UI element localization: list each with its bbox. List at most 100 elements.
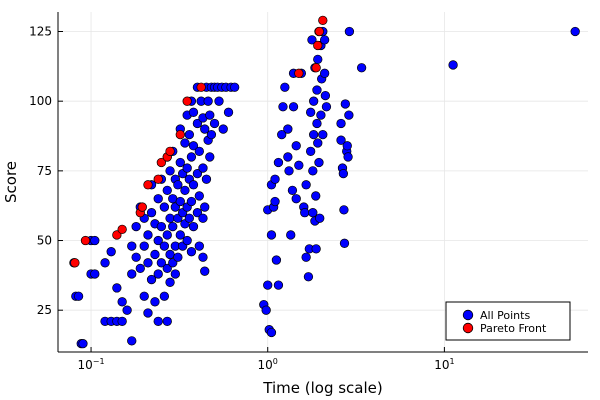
point-all-points — [165, 213, 175, 223]
point-all-points — [336, 118, 346, 129]
point-all-points — [127, 269, 137, 279]
point-all-points — [308, 166, 318, 176]
point-all-points — [162, 263, 172, 274]
point-all-points — [143, 308, 153, 318]
point-all-points — [127, 241, 137, 251]
point-all-points — [308, 208, 318, 218]
point-pareto-front — [70, 258, 80, 268]
point-all-points — [283, 124, 293, 134]
point-all-points — [306, 146, 316, 156]
point-all-points — [283, 152, 293, 162]
point-all-points — [153, 269, 163, 279]
y-tick-label: 25 — [37, 303, 52, 317]
point-all-points — [168, 221, 178, 232]
point-all-points — [159, 241, 170, 251]
point-all-points — [311, 191, 321, 201]
point-all-points — [156, 221, 167, 232]
point-all-points — [153, 235, 163, 246]
data-points — [69, 15, 580, 349]
point-all-points — [159, 202, 170, 212]
point-all-points — [218, 124, 228, 134]
point-all-points — [214, 96, 224, 106]
point-all-points — [205, 110, 215, 120]
point-all-points — [570, 26, 580, 37]
point-all-points — [135, 263, 145, 274]
point-all-points — [90, 235, 100, 246]
point-all-points — [173, 180, 183, 190]
point-all-points — [170, 269, 180, 279]
point-all-points — [316, 110, 326, 120]
point-all-points — [100, 258, 110, 268]
point-all-points — [270, 174, 280, 184]
tick-labels: 10−1 100 101 25 50 75 100 125 — [29, 25, 454, 372]
point-all-points — [173, 252, 183, 262]
legend: All Points Pareto Front — [445, 301, 571, 341]
point-all-points — [184, 213, 194, 223]
point-all-points — [201, 174, 212, 184]
point-all-points — [261, 305, 271, 315]
point-all-points — [339, 238, 350, 248]
point-all-points — [188, 141, 199, 151]
point-all-points — [78, 338, 88, 349]
point-all-points — [159, 291, 170, 301]
point-pareto-front — [311, 63, 321, 73]
point-all-points — [131, 252, 141, 262]
y-tick-label: 125 — [29, 25, 52, 39]
point-all-points — [139, 241, 149, 251]
point-pareto-front — [165, 146, 175, 156]
point-all-points — [300, 208, 310, 218]
legend-box — [445, 301, 571, 341]
point-all-points — [188, 107, 199, 117]
point-all-points — [150, 249, 160, 260]
point-all-points — [192, 118, 203, 129]
point-pareto-front — [153, 174, 163, 184]
point-all-points — [203, 96, 213, 106]
point-all-points — [301, 252, 311, 262]
point-all-points — [188, 221, 199, 232]
point-all-points — [206, 129, 217, 140]
point-all-points — [106, 247, 116, 257]
y-tick-label: 50 — [37, 234, 52, 248]
point-all-points — [339, 205, 349, 215]
point-all-points — [150, 297, 160, 307]
point-all-points — [127, 336, 137, 346]
point-all-points — [156, 258, 167, 268]
point-all-points — [315, 213, 325, 223]
point-all-points — [198, 213, 208, 223]
point-all-points — [319, 35, 330, 45]
point-all-points — [273, 157, 284, 168]
point-all-points — [356, 63, 367, 73]
point-all-points — [307, 35, 317, 45]
point-all-points — [306, 107, 316, 117]
point-all-points — [343, 152, 353, 162]
point-all-points — [266, 230, 277, 240]
point-all-points — [139, 291, 149, 301]
point-all-points — [342, 141, 352, 151]
point-all-points — [209, 118, 220, 129]
point-all-points — [273, 280, 284, 290]
point-all-points — [194, 191, 204, 201]
point-all-points — [312, 85, 322, 95]
legend-label-all-points: All Points — [480, 309, 530, 322]
point-all-points — [200, 266, 210, 276]
point-all-points — [319, 68, 330, 78]
point-all-points — [311, 244, 321, 254]
point-all-points — [180, 185, 190, 196]
point-all-points — [230, 82, 240, 92]
point-all-points — [205, 152, 215, 162]
point-all-points — [186, 247, 197, 257]
point-all-points — [90, 269, 100, 279]
point-all-points — [291, 194, 301, 204]
legend-label-pareto-front: Pareto Front — [480, 322, 547, 335]
point-all-points — [291, 141, 301, 151]
point-all-points — [192, 168, 203, 179]
point-all-points — [313, 138, 323, 148]
point-all-points — [200, 124, 210, 134]
point-all-points — [263, 280, 273, 290]
point-all-points — [448, 60, 458, 70]
point-all-points — [153, 194, 163, 204]
point-all-points — [294, 160, 304, 170]
point-all-points — [284, 166, 294, 176]
point-pareto-front — [137, 202, 147, 212]
